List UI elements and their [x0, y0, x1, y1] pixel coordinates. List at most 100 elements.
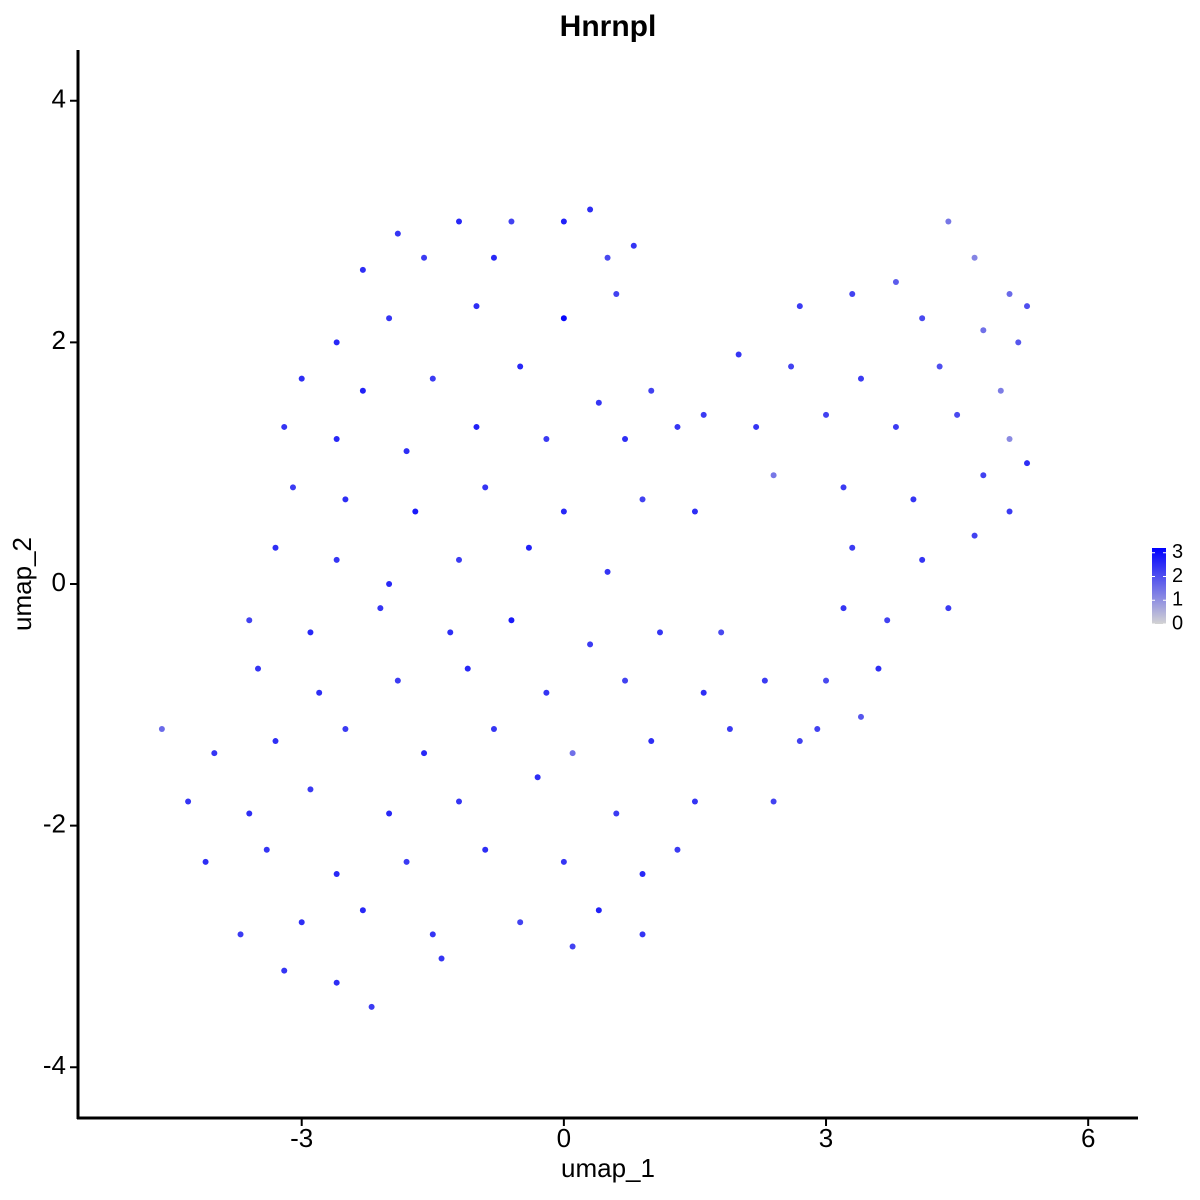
y-tick-label: -4 — [43, 1050, 66, 1080]
point — [1024, 303, 1031, 310]
point — [508, 617, 515, 624]
point — [945, 218, 952, 225]
point — [936, 363, 943, 370]
point — [386, 810, 393, 817]
point — [796, 303, 803, 310]
point — [656, 629, 663, 636]
point — [1006, 291, 1013, 298]
point — [429, 375, 436, 382]
point — [814, 725, 821, 732]
point — [490, 254, 497, 261]
point — [438, 955, 445, 962]
point — [342, 496, 349, 503]
point — [333, 556, 340, 563]
point — [394, 230, 401, 237]
point — [997, 387, 1004, 394]
point — [464, 665, 471, 672]
y-tick-label: 0 — [52, 567, 66, 597]
point — [508, 218, 515, 225]
point — [421, 254, 428, 261]
color-tick-label: 3 — [1172, 541, 1183, 563]
point — [587, 641, 594, 648]
point — [333, 979, 340, 986]
point — [604, 568, 611, 575]
point — [919, 315, 926, 322]
point — [359, 266, 366, 273]
point — [359, 907, 366, 914]
y-axis-title: umap_2 — [7, 537, 37, 631]
point — [185, 798, 192, 805]
x-tick-label: 0 — [557, 1123, 571, 1153]
point — [281, 967, 288, 974]
point — [753, 423, 760, 430]
point — [560, 858, 567, 865]
point — [726, 725, 733, 732]
point — [560, 315, 567, 322]
point — [456, 218, 463, 225]
point — [298, 375, 305, 382]
point — [674, 846, 681, 853]
point — [735, 351, 742, 358]
point — [456, 798, 463, 805]
point — [980, 472, 987, 479]
point — [718, 629, 725, 636]
point — [823, 411, 830, 418]
point — [333, 436, 340, 443]
point — [892, 423, 899, 430]
point — [429, 931, 436, 938]
point — [560, 218, 567, 225]
point — [307, 629, 314, 636]
point — [849, 544, 856, 551]
point — [954, 411, 961, 418]
point — [412, 508, 419, 515]
point — [691, 508, 698, 515]
color-tick-label: 0 — [1172, 612, 1183, 634]
y-tick-label: 2 — [52, 325, 66, 355]
point — [560, 508, 567, 515]
point — [569, 750, 576, 757]
point — [700, 689, 707, 696]
point — [386, 315, 393, 322]
color-tick-label: 1 — [1172, 589, 1183, 611]
point — [639, 870, 646, 877]
x-tick-label: -3 — [290, 1123, 313, 1153]
point — [622, 436, 629, 443]
point — [796, 738, 803, 745]
point — [639, 931, 646, 938]
point — [421, 750, 428, 757]
point — [770, 798, 777, 805]
point — [289, 484, 296, 491]
point — [1006, 508, 1013, 515]
point — [333, 339, 340, 346]
point — [272, 544, 279, 551]
x-tick-label: 6 — [1081, 1123, 1095, 1153]
point — [342, 725, 349, 732]
point — [613, 291, 620, 298]
point — [377, 605, 384, 612]
point — [857, 713, 864, 720]
y-tick-label: 4 — [52, 84, 66, 114]
point — [1006, 436, 1013, 443]
point — [281, 423, 288, 430]
color-bar — [1152, 548, 1166, 624]
point — [613, 810, 620, 817]
point — [1024, 460, 1031, 467]
point — [648, 738, 655, 745]
point — [517, 363, 524, 370]
point — [971, 532, 978, 539]
point — [272, 738, 279, 745]
point — [333, 870, 340, 877]
point — [622, 677, 629, 684]
point — [587, 206, 594, 213]
point — [490, 725, 497, 732]
point — [630, 242, 637, 249]
point — [263, 846, 270, 853]
point — [875, 665, 882, 672]
point — [202, 858, 209, 865]
point — [543, 689, 550, 696]
point — [884, 617, 891, 624]
point — [158, 725, 165, 732]
point — [246, 810, 253, 817]
point — [980, 327, 987, 334]
